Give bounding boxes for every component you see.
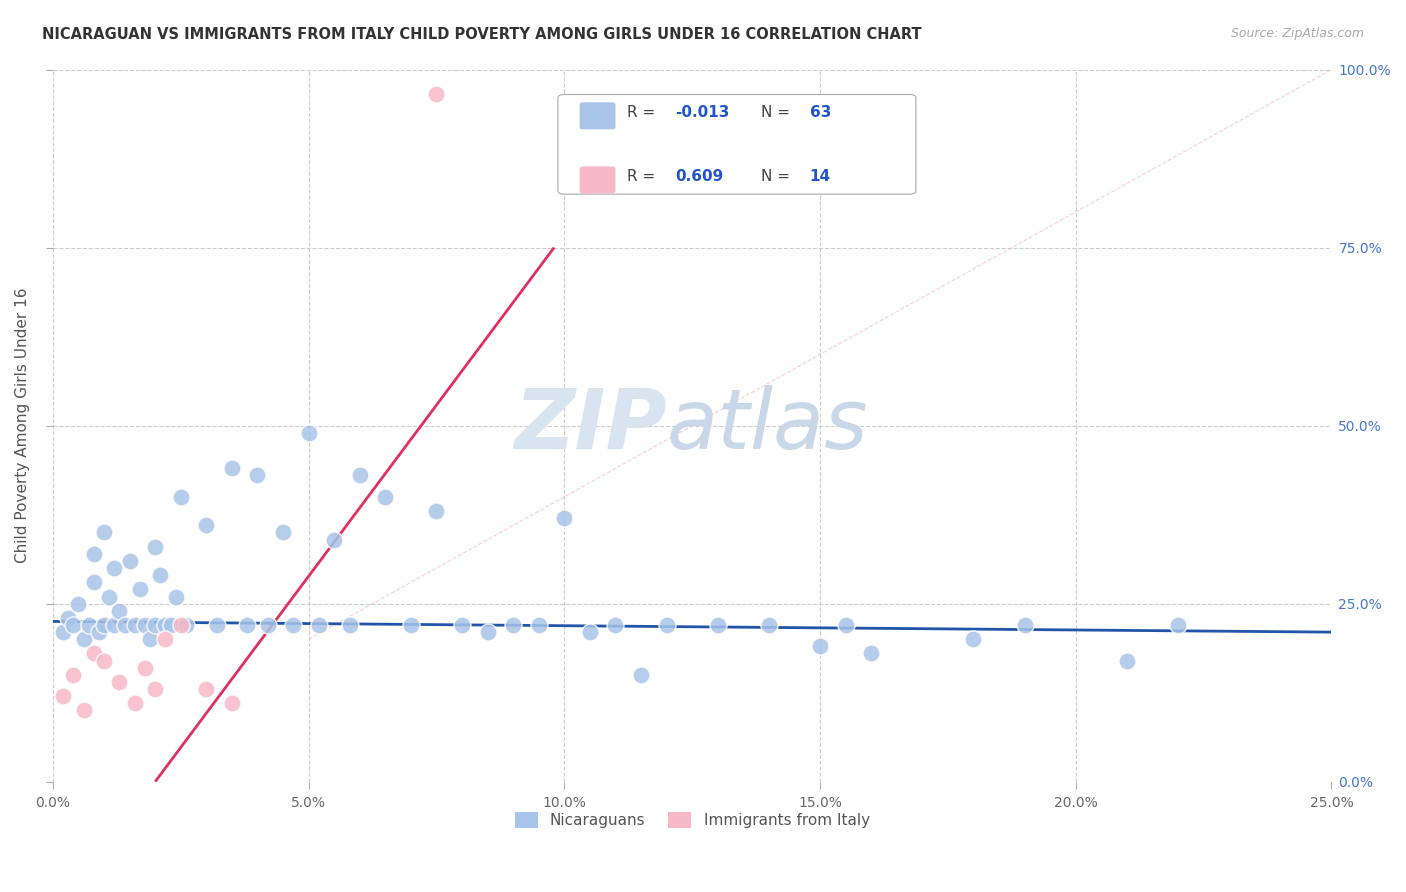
- Point: [553, 511, 575, 525]
- Point: [246, 468, 269, 483]
- Point: [83, 575, 105, 590]
- Point: [283, 618, 305, 632]
- Point: [155, 632, 177, 647]
- Point: [630, 668, 652, 682]
- Point: [706, 618, 728, 632]
- Point: [834, 618, 856, 632]
- Point: [149, 568, 172, 582]
- Text: N =: N =: [761, 104, 794, 120]
- Point: [205, 618, 228, 632]
- Text: NICARAGUAN VS IMMIGRANTS FROM ITALY CHILD POVERTY AMONG GIRLS UNDER 16 CORRELATI: NICARAGUAN VS IMMIGRANTS FROM ITALY CHIL…: [42, 27, 922, 42]
- Point: [308, 618, 330, 632]
- Text: R =: R =: [627, 104, 659, 120]
- Text: 0.609: 0.609: [675, 169, 724, 184]
- Legend: Nicaraguans, Immigrants from Italy: Nicaraguans, Immigrants from Italy: [509, 806, 876, 835]
- Point: [118, 554, 141, 568]
- Point: [236, 618, 259, 632]
- FancyBboxPatch shape: [579, 103, 616, 129]
- Point: [72, 632, 94, 647]
- Point: [143, 540, 166, 554]
- Point: [477, 625, 499, 640]
- Text: ZIP: ZIP: [515, 385, 666, 467]
- Point: [67, 597, 90, 611]
- Point: [124, 696, 146, 710]
- Point: [860, 647, 883, 661]
- Point: [77, 618, 100, 632]
- Y-axis label: Child Poverty Among Girls Under 16: Child Poverty Among Girls Under 16: [15, 288, 30, 564]
- Text: -0.013: -0.013: [675, 104, 730, 120]
- Point: [808, 640, 831, 654]
- Point: [93, 525, 115, 540]
- Text: N =: N =: [761, 169, 794, 184]
- Point: [83, 647, 105, 661]
- Point: [298, 425, 321, 440]
- Point: [1167, 618, 1189, 632]
- Point: [108, 604, 131, 618]
- Point: [174, 618, 197, 632]
- Point: [93, 654, 115, 668]
- Point: [271, 525, 294, 540]
- Text: atlas: atlas: [666, 385, 869, 467]
- Point: [52, 689, 75, 703]
- Point: [159, 618, 181, 632]
- Point: [128, 582, 150, 597]
- Point: [134, 618, 156, 632]
- Point: [155, 618, 177, 632]
- Point: [425, 504, 447, 518]
- Point: [425, 87, 447, 102]
- Point: [170, 618, 193, 632]
- Point: [134, 661, 156, 675]
- Point: [339, 618, 361, 632]
- Point: [98, 590, 121, 604]
- Point: [962, 632, 984, 647]
- Point: [165, 590, 187, 604]
- Point: [58, 611, 80, 625]
- Point: [221, 696, 243, 710]
- FancyBboxPatch shape: [579, 167, 616, 194]
- Point: [256, 618, 278, 632]
- Point: [143, 682, 166, 697]
- Point: [103, 561, 125, 575]
- Point: [170, 490, 193, 504]
- Point: [52, 625, 75, 640]
- Point: [103, 618, 125, 632]
- Point: [139, 632, 162, 647]
- Point: [143, 618, 166, 632]
- Text: 14: 14: [810, 169, 831, 184]
- Point: [605, 618, 627, 632]
- Point: [62, 668, 84, 682]
- Point: [114, 618, 136, 632]
- Point: [451, 618, 474, 632]
- Point: [124, 618, 146, 632]
- FancyBboxPatch shape: [558, 95, 915, 194]
- Point: [62, 618, 84, 632]
- Point: [1014, 618, 1036, 632]
- Point: [1115, 654, 1137, 668]
- Point: [195, 682, 218, 697]
- Point: [655, 618, 678, 632]
- Point: [349, 468, 371, 483]
- Text: 63: 63: [810, 104, 831, 120]
- Point: [502, 618, 524, 632]
- Point: [108, 675, 131, 690]
- Point: [374, 490, 396, 504]
- Text: Source: ZipAtlas.com: Source: ZipAtlas.com: [1230, 27, 1364, 40]
- Point: [93, 618, 115, 632]
- Text: R =: R =: [627, 169, 659, 184]
- Point: [221, 461, 243, 475]
- Point: [399, 618, 422, 632]
- Point: [87, 625, 110, 640]
- Point: [579, 625, 602, 640]
- Point: [195, 518, 218, 533]
- Point: [758, 618, 780, 632]
- Point: [72, 703, 94, 717]
- Point: [527, 618, 550, 632]
- Point: [323, 533, 346, 547]
- Point: [83, 547, 105, 561]
